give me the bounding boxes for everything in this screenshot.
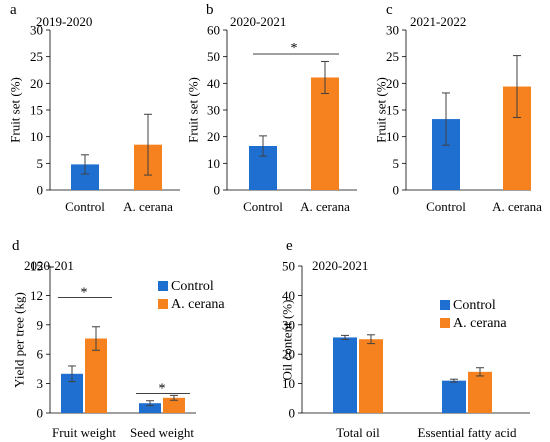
legend-label-a-cerana: A. cerana	[453, 316, 507, 331]
significance-star: *	[159, 381, 166, 396]
y-tick-label: 20	[386, 76, 399, 91]
x-tick-label: Fruit weight	[52, 425, 116, 440]
y-tick-label: 9	[37, 317, 44, 332]
y-tick-label: 20	[282, 347, 295, 362]
panel-e: e 2020-2021 Oil content (%) 0 10 20 30 40 50 Tota…	[280, 238, 530, 440]
bar-control	[442, 380, 466, 413]
panel-title: 2020-201	[24, 258, 74, 273]
y-tick-label: 10	[282, 376, 295, 391]
y-tick-label: 15	[30, 259, 43, 274]
y-axis-label: Oil content (%)	[280, 300, 295, 381]
legend-swatch-a-cerana	[440, 318, 450, 328]
panel-d: d 2020-201 Yield per tree (kg) 0 3 6 9 12 15 Frui…	[12, 238, 226, 440]
bar-a-cerana	[311, 77, 339, 190]
panel-title: 2020-2021	[230, 14, 286, 29]
y-tick-label: 6	[37, 347, 44, 362]
x-tick-label: Total oil	[336, 425, 380, 440]
x-tick-label: Seed weight	[130, 425, 194, 440]
y-tick-label: 30	[386, 23, 399, 38]
legend-swatch-a-cerana	[158, 299, 168, 309]
y-tick-label: 20	[30, 76, 43, 91]
y-tick-label: 0	[289, 406, 296, 421]
bar-control	[333, 337, 357, 413]
y-tick-label: 50	[207, 49, 220, 64]
y-axis-label: Yield per tree (kg)	[12, 292, 27, 388]
bar-a-cerana	[359, 339, 383, 413]
panel-letter: d	[12, 238, 20, 254]
panel-letter: a	[10, 2, 17, 18]
legend: Control A. cerana	[158, 279, 225, 312]
y-tick-label: 30	[207, 103, 220, 118]
y-axis-label: Fruit set (%)	[186, 77, 201, 143]
legend-swatch-control	[440, 300, 450, 310]
y-tick-label: 10	[386, 129, 399, 144]
bar-a-cerana	[85, 338, 107, 413]
y-tick-label: 0	[214, 183, 221, 198]
y-tick-label: 0	[37, 183, 44, 198]
y-tick-label: 15	[386, 103, 399, 118]
y-tick-label: 15	[30, 103, 43, 118]
legend-label-a-cerana: A. cerana	[171, 297, 225, 312]
y-tick-label: 5	[393, 156, 400, 171]
legend: Control A. cerana	[440, 298, 507, 331]
panel-title: 2020-2021	[312, 258, 368, 273]
panel-b: b 2020-2021 Fruit set (%) 0 10 20 30 40 50 60 Cont…	[186, 2, 357, 214]
y-tick-label: 50	[282, 259, 295, 274]
y-tick-label: 10	[207, 156, 220, 171]
y-tick-label: 40	[207, 76, 220, 91]
y-tick-label: 12	[30, 288, 43, 303]
x-tick-label: A. cerana	[492, 199, 542, 214]
y-tick-label: 25	[30, 49, 43, 64]
panel-title: 2021-2022	[410, 14, 466, 29]
x-tick-label: A. cerana	[123, 199, 173, 214]
legend-swatch-control	[158, 281, 168, 291]
y-tick-label: 40	[282, 288, 295, 303]
y-tick-label: 30	[282, 317, 295, 332]
bar-control	[61, 373, 83, 413]
y-tick-label: 10	[30, 129, 43, 144]
panel-c: c 2021-2022 Fruit set (%) 0 5 10 15 20 25 30 Contr…	[374, 2, 543, 214]
bar-control	[139, 403, 161, 413]
panel-letter: e	[286, 238, 293, 254]
y-axis-label: Fruit set (%)	[8, 77, 23, 143]
y-tick-label: 25	[386, 49, 399, 64]
y-tick-label: 30	[30, 23, 43, 38]
y-tick-label: 0	[393, 183, 400, 198]
legend-label-control: Control	[171, 279, 214, 294]
x-tick-label: Control	[65, 199, 105, 214]
significance-star: *	[291, 41, 298, 56]
y-tick-label: 20	[207, 129, 220, 144]
y-tick-label: 3	[37, 376, 44, 391]
y-tick-label: 60	[207, 23, 220, 38]
x-tick-label: Control	[243, 199, 283, 214]
bar-a-cerana	[163, 397, 185, 413]
y-axis-label: Fruit set (%)	[374, 77, 389, 143]
y-tick-label: 0	[37, 406, 44, 421]
x-tick-label: Control	[426, 199, 466, 214]
bar-a-cerana	[468, 371, 492, 413]
panel-a: a 2019-2020 Fruit set (%) 0 5 10 15 20 25 30 Contr…	[8, 2, 180, 214]
y-tick-label: 5	[37, 156, 44, 171]
x-tick-label: A. cerana	[300, 199, 350, 214]
significance-star: *	[81, 285, 88, 300]
panel-letter: c	[386, 2, 393, 18]
panel-title: 2019-2020	[36, 14, 92, 29]
x-tick-label: Essential fatty acid	[418, 425, 517, 440]
legend-label-control: Control	[453, 298, 496, 313]
panel-letter: b	[206, 2, 214, 18]
